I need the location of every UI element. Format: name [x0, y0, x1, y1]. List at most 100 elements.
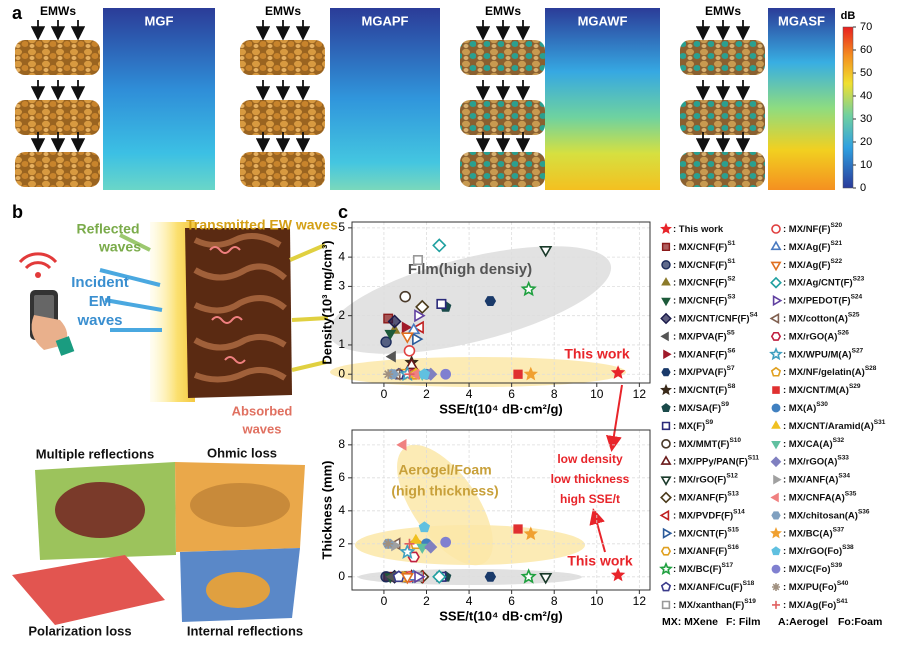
x-tick-label: 4 — [466, 594, 473, 608]
legend-ref: S16 — [727, 544, 739, 551]
x-tick-label: 2 — [423, 594, 430, 608]
data-point — [405, 357, 419, 370]
puzzle-detail — [55, 482, 145, 538]
legend-label: : MX/CNT(F) — [673, 385, 727, 396]
legend-label: : MX/CNT/Aramid(A) — [783, 420, 874, 431]
x-axis-label: SSE/t(10⁴ dB·cm²/g) — [439, 608, 562, 623]
legend-label: : MX/Ag/CNT(F) — [783, 277, 853, 288]
legend-marker — [771, 224, 781, 234]
legend-entry: : MX/Ag(F)S22 — [783, 258, 842, 271]
legend-marker — [660, 331, 669, 342]
legend-entry: : MX/chitosan(A)S36 — [783, 508, 870, 521]
x-tick-label: 8 — [551, 387, 558, 401]
legend-entry: : MX/PEDOT(F)S24 — [783, 293, 863, 306]
y-axis-label: Thickness (mm) — [319, 461, 334, 560]
wifi-icon — [24, 261, 52, 270]
film-region — [328, 246, 612, 354]
legend-marker — [771, 420, 781, 429]
annotation: Aerogel/Foam — [398, 462, 491, 478]
data-point — [380, 336, 392, 348]
puzzle-piece — [12, 555, 165, 625]
legend-label: : MX/PVA(F) — [673, 331, 727, 342]
panel-label: b — [12, 202, 23, 222]
legend-ref: S28 — [865, 365, 877, 372]
sample-name: MGF — [145, 13, 174, 28]
legend-marker — [770, 527, 782, 539]
x-tick-label: 12 — [633, 594, 647, 608]
field-map — [545, 8, 660, 190]
data-point — [396, 438, 407, 451]
legend-marker — [660, 546, 672, 556]
legend-entry: : MX/CNT/CNF(F)S4 — [673, 311, 758, 324]
data-point — [409, 533, 422, 544]
legend-ref: S31 — [874, 419, 886, 426]
legend-marker — [659, 509, 670, 521]
x-tick-label: 12 — [633, 387, 647, 401]
data-point — [610, 365, 626, 379]
legend-entry: : MX/CA(A)S32 — [783, 437, 845, 450]
legend-ref: S26 — [837, 329, 849, 336]
incident-label: EMWs — [485, 4, 521, 18]
legend-entry: : MX/ANF(A)S34 — [783, 472, 850, 485]
legend-label: : MX/rGO(A) — [783, 456, 837, 467]
data-point — [412, 332, 424, 346]
legend-marker — [771, 546, 781, 556]
legend-marker — [661, 600, 671, 610]
legend-label: : This work — [673, 224, 724, 235]
legend-label: : MX/PU(Fo) — [783, 582, 837, 593]
legend-entry: : MX/PPy/PAN(F)S11 — [673, 454, 759, 467]
legend-marker — [661, 421, 671, 431]
annotation: Transmitted EW waves — [186, 217, 338, 233]
sample-layer — [680, 40, 765, 75]
colorbar-label: dB — [841, 10, 856, 22]
x-tick-label: 10 — [590, 594, 604, 608]
data-point — [432, 569, 447, 584]
legend-ref: S3 — [727, 293, 735, 300]
legend-ref: S6 — [727, 347, 735, 354]
data-point — [436, 298, 447, 309]
legend-ref: S37 — [833, 526, 845, 533]
y-tick-label: 5 — [338, 220, 345, 234]
legend-marker — [771, 564, 781, 574]
data-point — [484, 571, 497, 582]
legend-label: : MX/rGO(Fo) — [783, 546, 842, 557]
legend-entry: : MX/rGO(Fo)S38 — [783, 544, 854, 557]
y-tick-label: 6 — [338, 470, 345, 484]
data-point — [403, 344, 416, 357]
legend-ref: S12 — [726, 472, 738, 479]
data-point — [440, 368, 452, 380]
incident-label: EMWs — [40, 4, 76, 18]
data-point — [610, 567, 626, 582]
legend-marker — [770, 456, 782, 468]
data-point — [415, 299, 430, 315]
legend-entry: : MX/rGO(F)S12 — [673, 472, 738, 485]
legend-ref: S1 — [727, 258, 735, 265]
legend-ref: S10 — [729, 437, 741, 444]
legend-label: : MX/NF(F) — [783, 224, 831, 235]
annotation: Polarization loss — [28, 623, 131, 638]
legend-ref: S35 — [845, 490, 857, 497]
colorbar-tick-label: 10 — [860, 159, 872, 171]
footnote: Fo:Foam — [838, 616, 882, 628]
legend-label: : MX/xanthan(F) — [673, 599, 744, 610]
sample-layer — [240, 100, 325, 135]
legend-entry: : MX/rGO(A)S33 — [783, 454, 849, 467]
legend-marker — [772, 600, 780, 609]
legend-marker — [770, 261, 782, 272]
annotation: low thickness — [551, 472, 630, 486]
legend-marker — [770, 240, 782, 251]
legend-marker — [660, 581, 672, 592]
legend-entry: : MX/CNT(F)S8 — [673, 383, 736, 396]
plot-frame — [351, 429, 651, 591]
y-tick-label: 2 — [338, 308, 345, 322]
legend-entry: : MX/CNF(F)S1 — [673, 258, 736, 271]
legend-marker — [660, 476, 672, 486]
legend-entry: : MX/CNT(F)S15 — [673, 526, 739, 539]
legend-label: : MX/CA(A) — [783, 438, 833, 449]
legend-ref: S29 — [849, 383, 861, 390]
legend-label: : MX(F) — [673, 420, 705, 431]
legend-entry: : MX/ANF(F)S6 — [673, 347, 736, 360]
annotation: waves — [241, 421, 281, 436]
legend-marker — [771, 440, 781, 450]
